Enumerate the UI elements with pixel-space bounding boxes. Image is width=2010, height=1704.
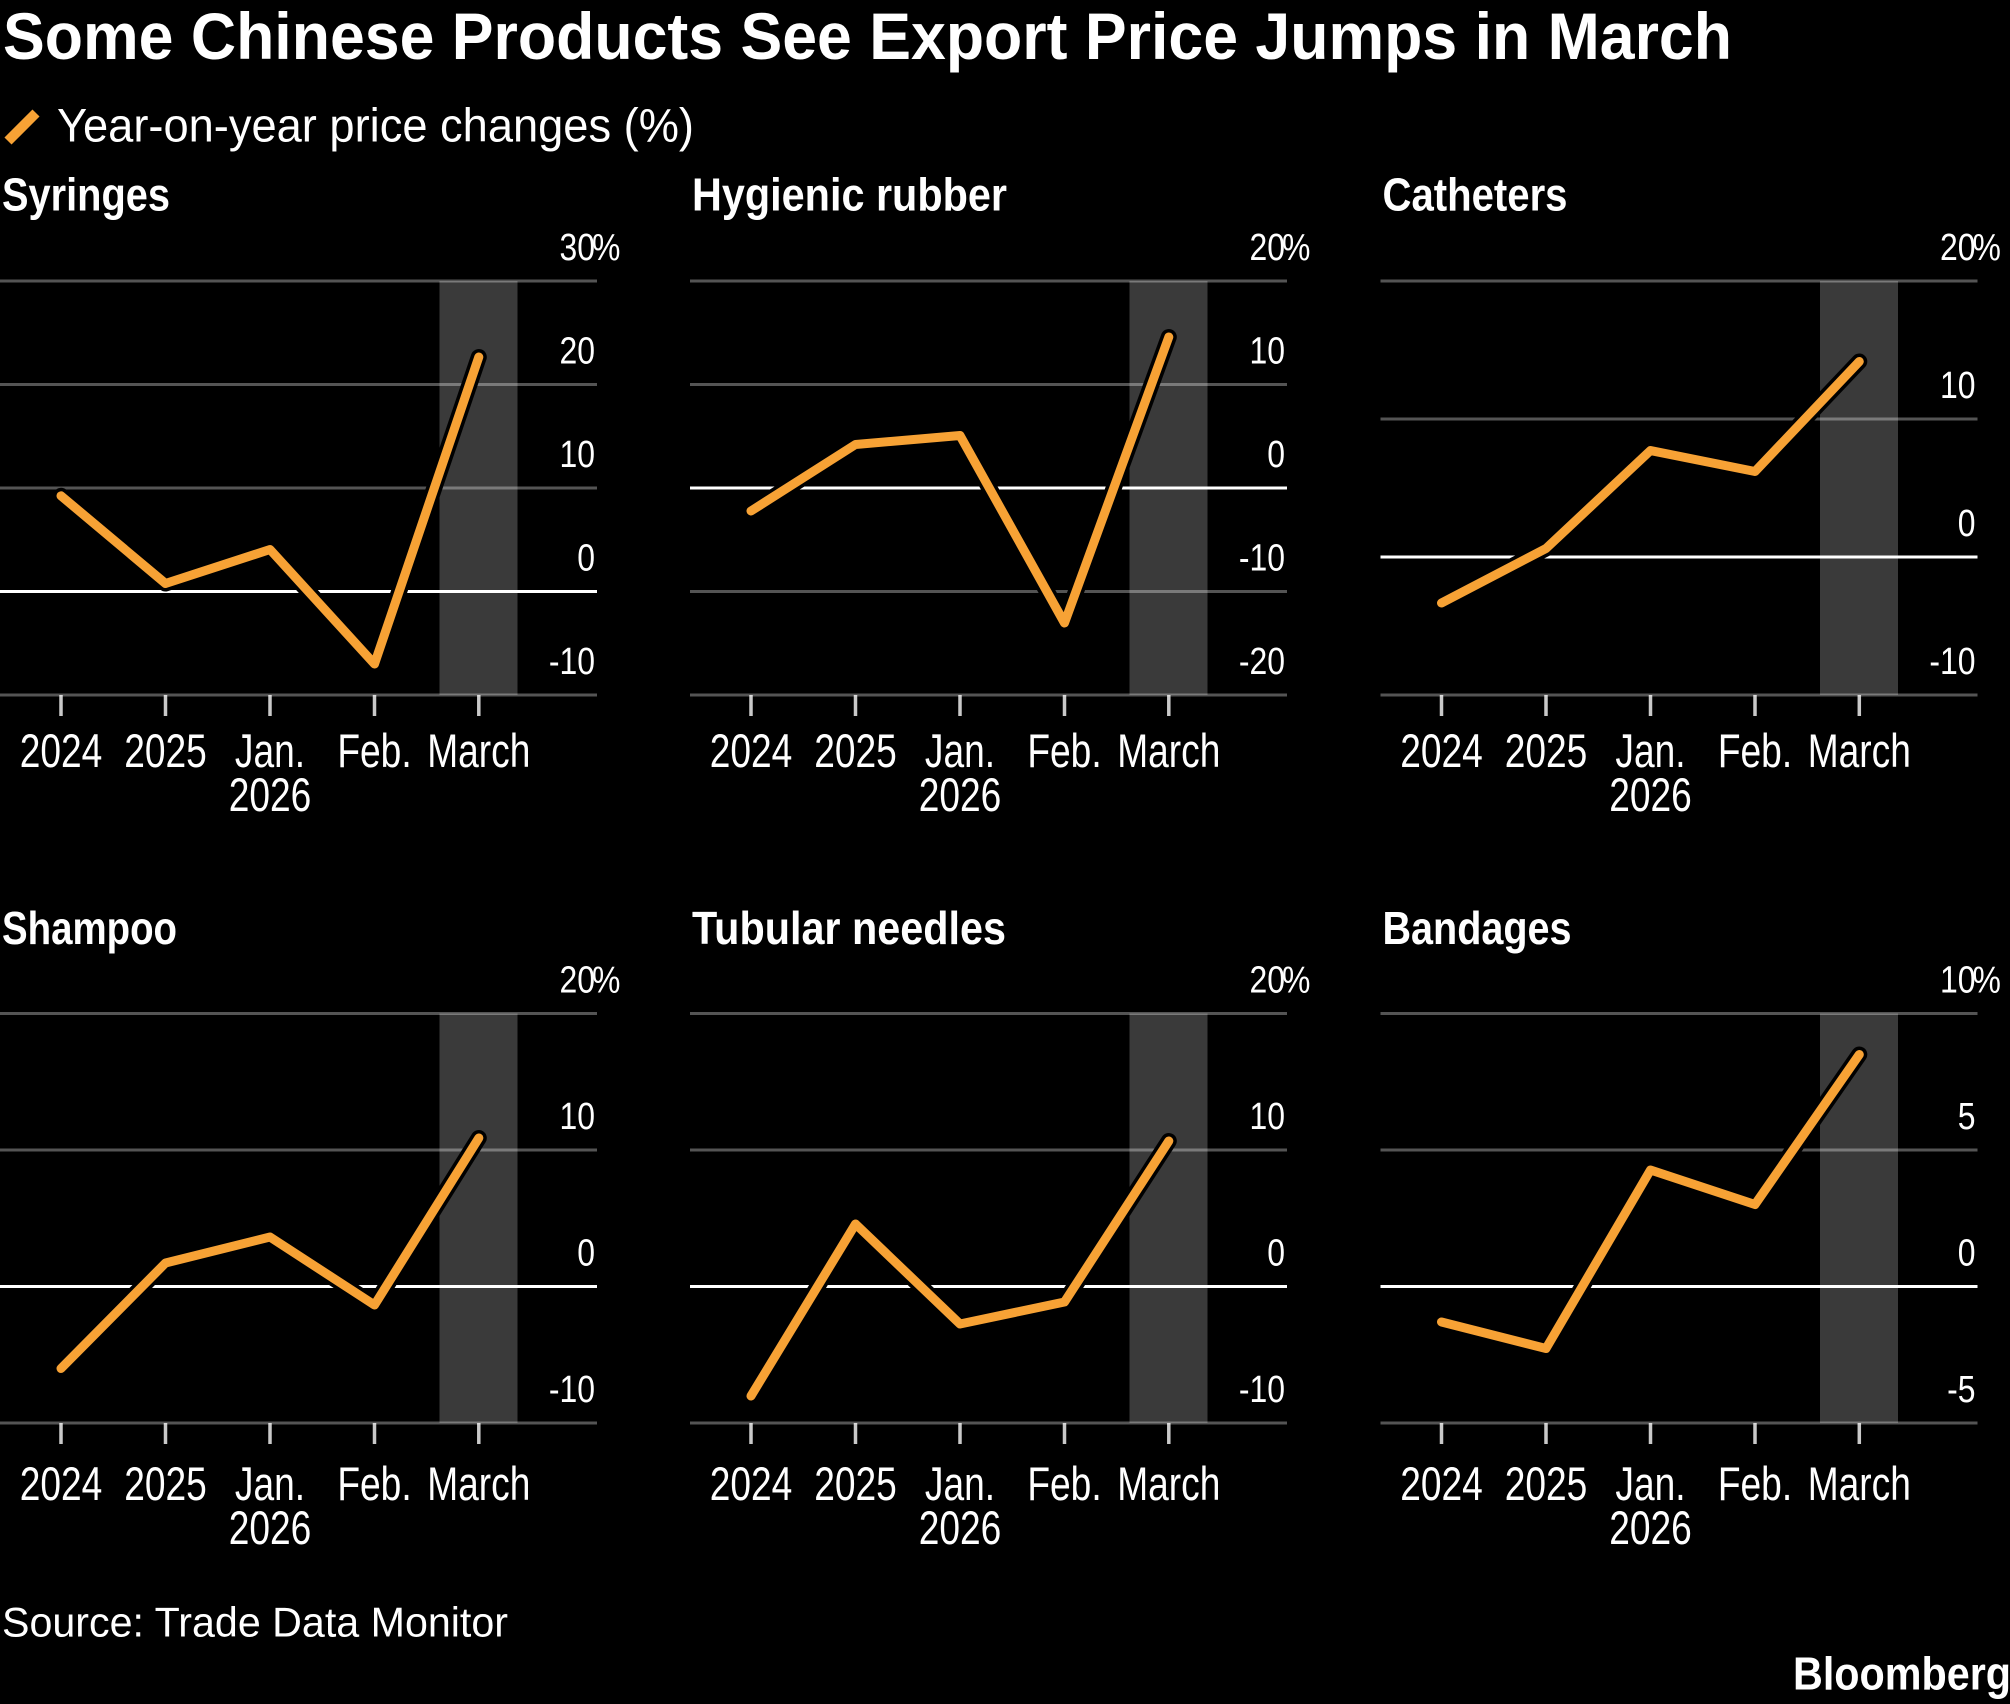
svg-text:2024: 2024	[710, 1458, 793, 1510]
svg-text:Feb.: Feb.	[1718, 1458, 1792, 1510]
svg-text:-10: -10	[549, 1368, 595, 1410]
svg-text:Feb.: Feb.	[1718, 725, 1792, 777]
svg-text:0: 0	[1267, 1232, 1285, 1274]
svg-text:March: March	[1117, 1458, 1220, 1510]
svg-text:%: %	[1973, 959, 2001, 1001]
svg-text:10: 10	[1940, 364, 1976, 406]
svg-text:2026: 2026	[1609, 769, 1692, 821]
svg-text:2026: 2026	[919, 1502, 1002, 1554]
svg-text:Bloomberg: Bloomberg	[1793, 1648, 2010, 1700]
svg-text:2025: 2025	[1505, 1458, 1588, 1510]
svg-text:Jan.: Jan.	[925, 725, 995, 777]
svg-text:2026: 2026	[919, 769, 1002, 821]
svg-text:2025: 2025	[814, 725, 897, 777]
svg-text:0: 0	[577, 537, 595, 579]
svg-text:2024: 2024	[20, 725, 103, 777]
svg-text:Source: Trade Data Monitor: Source: Trade Data Monitor	[2, 1599, 508, 1646]
svg-text:2025: 2025	[1505, 725, 1588, 777]
svg-text:Feb.: Feb.	[1027, 1458, 1101, 1510]
svg-text:-10: -10	[549, 640, 595, 682]
svg-text:0: 0	[1958, 502, 1976, 544]
svg-text:-5: -5	[1947, 1368, 1975, 1410]
svg-text:2025: 2025	[814, 1458, 897, 1510]
svg-text:2025: 2025	[124, 725, 207, 777]
svg-text:%: %	[1282, 959, 1310, 1001]
svg-text:March: March	[1117, 725, 1220, 777]
svg-text:%: %	[1282, 226, 1310, 268]
svg-text:March: March	[1808, 1458, 1911, 1510]
svg-text:Hygienic rubber: Hygienic rubber	[692, 169, 1007, 221]
svg-text:%: %	[1973, 226, 2001, 268]
svg-text:-10: -10	[1929, 640, 1975, 682]
svg-text:2024: 2024	[710, 725, 793, 777]
svg-text:Jan.: Jan.	[235, 1458, 305, 1510]
svg-text:March: March	[1808, 725, 1911, 777]
svg-text:Catheters: Catheters	[1383, 169, 1568, 221]
svg-text:Feb.: Feb.	[337, 1458, 411, 1510]
svg-text:10: 10	[559, 1095, 595, 1137]
svg-text:Shampoo: Shampoo	[2, 902, 177, 954]
svg-text:Jan.: Jan.	[925, 1458, 995, 1510]
svg-text:20: 20	[1249, 959, 1285, 1001]
svg-text:2024: 2024	[20, 1458, 103, 1510]
svg-text:Jan.: Jan.	[235, 725, 305, 777]
svg-text:5: 5	[1958, 1095, 1976, 1137]
svg-text:Year-on-year price changes (%): Year-on-year price changes (%)	[57, 99, 694, 152]
svg-text:0: 0	[1267, 433, 1285, 475]
svg-text:20: 20	[1249, 226, 1285, 268]
svg-text:Tubular needles: Tubular needles	[692, 902, 1006, 954]
svg-text:Jan.: Jan.	[1615, 725, 1685, 777]
svg-text:-20: -20	[1239, 640, 1285, 682]
svg-text:2026: 2026	[229, 1502, 312, 1554]
svg-text:10: 10	[1249, 1095, 1285, 1137]
svg-text:March: March	[427, 725, 530, 777]
svg-text:Some Chinese Products See Expo: Some Chinese Products See Export Price J…	[3, 0, 1732, 73]
svg-text:10: 10	[559, 433, 595, 475]
svg-text:%: %	[592, 226, 620, 268]
svg-text:0: 0	[1958, 1232, 1976, 1274]
svg-text:March: March	[427, 1458, 530, 1510]
svg-text:Feb.: Feb.	[1027, 725, 1101, 777]
svg-text:30: 30	[559, 226, 595, 268]
svg-text:2026: 2026	[229, 769, 312, 821]
svg-text:Syringes: Syringes	[2, 169, 170, 221]
svg-text:2024: 2024	[1400, 1458, 1483, 1510]
svg-text:20: 20	[559, 959, 595, 1001]
svg-text:10: 10	[1940, 959, 1976, 1001]
svg-text:-10: -10	[1239, 537, 1285, 579]
svg-text:Jan.: Jan.	[1615, 1458, 1685, 1510]
svg-text:2025: 2025	[124, 1458, 207, 1510]
svg-text:20: 20	[559, 330, 595, 372]
svg-text:2026: 2026	[1609, 1502, 1692, 1554]
svg-text:%: %	[592, 959, 620, 1001]
svg-text:10: 10	[1249, 330, 1285, 372]
svg-text:-10: -10	[1239, 1368, 1285, 1410]
svg-text:2024: 2024	[1400, 725, 1483, 777]
svg-text:0: 0	[577, 1232, 595, 1274]
svg-text:20: 20	[1940, 226, 1976, 268]
svg-text:Bandages: Bandages	[1383, 902, 1572, 954]
svg-text:Feb.: Feb.	[337, 725, 411, 777]
